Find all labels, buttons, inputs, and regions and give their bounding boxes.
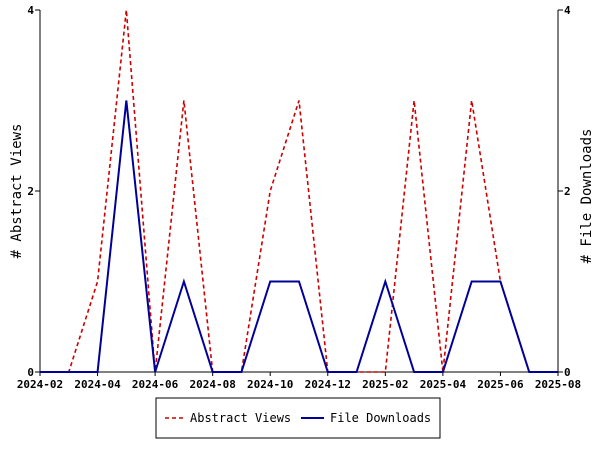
axes-layer	[35, 9, 563, 376]
y-tick-label-right: 2	[564, 185, 571, 198]
series-line-abstract-views	[40, 9, 558, 373]
y-axis-title-right: # File Downloads	[579, 129, 595, 264]
legend: Abstract Views File Downloads	[155, 397, 441, 439]
x-tick-label: 2024-02	[17, 378, 63, 391]
x-tick-label: 2025-04	[420, 378, 467, 391]
x-tick-label: 2024-04	[74, 378, 121, 391]
legend-box	[155, 397, 441, 439]
x-tick-label: 2024-08	[189, 378, 235, 391]
x-tick-label: 2025-08	[535, 378, 581, 391]
y-tick-label-right: 4	[564, 4, 571, 17]
series-layer	[40, 9, 558, 373]
y-tick-label-left: 2	[27, 185, 34, 198]
legend-label-file-downloads: File Downloads	[330, 411, 431, 425]
y-axis-title-left: # Abstract Views	[9, 124, 25, 259]
series-line-file-downloads	[40, 100, 558, 373]
x-tick-label: 2025-02	[362, 378, 408, 391]
legend-label-abstract-views: Abstract Views	[190, 411, 291, 425]
x-tick-label: 2024-12	[305, 378, 351, 391]
y-tick-label-right: 0	[564, 366, 571, 379]
x-tick-label: 2024-06	[132, 378, 179, 391]
y-tick-label-left: 0	[27, 366, 34, 379]
x-tick-label: 2024-10	[247, 378, 293, 391]
y-tick-label-left: 4	[27, 4, 34, 17]
labels-layer: 0 0 2 2 4 4 2024-02 2024-04 2024-06 2024-08 2024-1…	[17, 4, 581, 391]
x-tick-label: 2025-06	[477, 378, 524, 391]
